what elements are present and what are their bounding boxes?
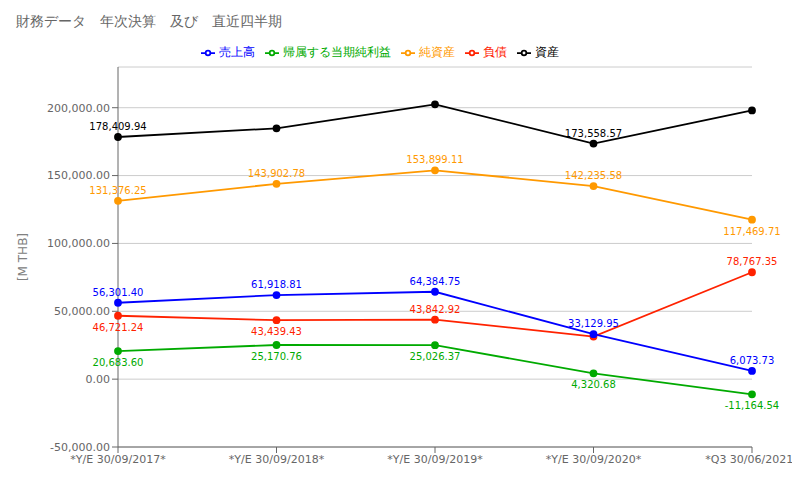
svg-text:*Y/E 30/09/2018*: *Y/E 30/09/2018* xyxy=(229,453,325,466)
html-text:財務データ 年次決算 及び 直近四半期: 財務データ 年次決算 及び 直近四半期 xyxy=(16,13,282,29)
svg-text:[M THB]: [M THB] xyxy=(16,233,30,281)
svg-text:173,558.57: 173,558.57 xyxy=(565,128,622,139)
svg-text:78,767.35: 78,767.35 xyxy=(727,256,778,267)
svg-text:150,000.00: 150,000.00 xyxy=(47,169,110,182)
html-text:負債: 負債 xyxy=(483,45,507,59)
svg-text:25,026.37: 25,026.37 xyxy=(410,351,461,362)
svg-text:50,000.00: 50,000.00 xyxy=(54,305,110,318)
svg-text:43,439.43: 43,439.43 xyxy=(251,326,302,337)
svg-text:*Y/E 30/09/2017*: *Y/E 30/09/2017* xyxy=(70,453,166,466)
svg-text:131,376.25: 131,376.25 xyxy=(89,185,146,196)
svg-text:64,384.75: 64,384.75 xyxy=(410,276,461,287)
svg-text:100,000.00: 100,000.00 xyxy=(47,237,110,250)
svg-text:46,721.24: 46,721.24 xyxy=(93,322,144,333)
svg-text:178,409.94: 178,409.94 xyxy=(89,121,146,132)
svg-text:25,170.76: 25,170.76 xyxy=(251,351,302,362)
svg-text:143,902.78: 143,902.78 xyxy=(248,168,305,179)
html-text:帰属する当期純利益: 帰属する当期純利益 xyxy=(283,45,391,59)
svg-text:*Y/E 30/09/2019*: *Y/E 30/09/2019* xyxy=(387,453,483,466)
html-text:資産: 資産 xyxy=(535,45,559,59)
svg-text:*Q3 30/06/2021*: *Q3 30/06/2021* xyxy=(705,453,792,466)
svg-text:6,073.73: 6,073.73 xyxy=(730,355,775,366)
svg-text:33,129.95: 33,129.95 xyxy=(568,318,619,329)
svg-text:43,842.92: 43,842.92 xyxy=(410,304,461,315)
svg-text:*Y/E 30/09/2020*: *Y/E 30/09/2020* xyxy=(546,453,642,466)
svg-text:61,918.81: 61,918.81 xyxy=(251,279,302,290)
svg-text:200,000.00: 200,000.00 xyxy=(47,102,110,115)
html-text:売上高: 売上高 xyxy=(219,45,255,59)
svg-text:153,899.11: 153,899.11 xyxy=(406,154,463,165)
svg-text:-11,164.54: -11,164.54 xyxy=(725,400,780,411)
svg-text:56,301.40: 56,301.40 xyxy=(93,287,144,298)
svg-text:142,235.58: 142,235.58 xyxy=(565,170,622,181)
svg-text:4,320.68: 4,320.68 xyxy=(571,379,616,390)
html-text:純資産: 純資産 xyxy=(419,45,455,59)
svg-text:117,469.71: 117,469.71 xyxy=(723,226,780,237)
svg-text:0.00: 0.00 xyxy=(86,373,111,386)
svg-text:20,683.60: 20,683.60 xyxy=(93,357,144,368)
svg-text:-50,000.00: -50,000.00 xyxy=(50,441,110,454)
